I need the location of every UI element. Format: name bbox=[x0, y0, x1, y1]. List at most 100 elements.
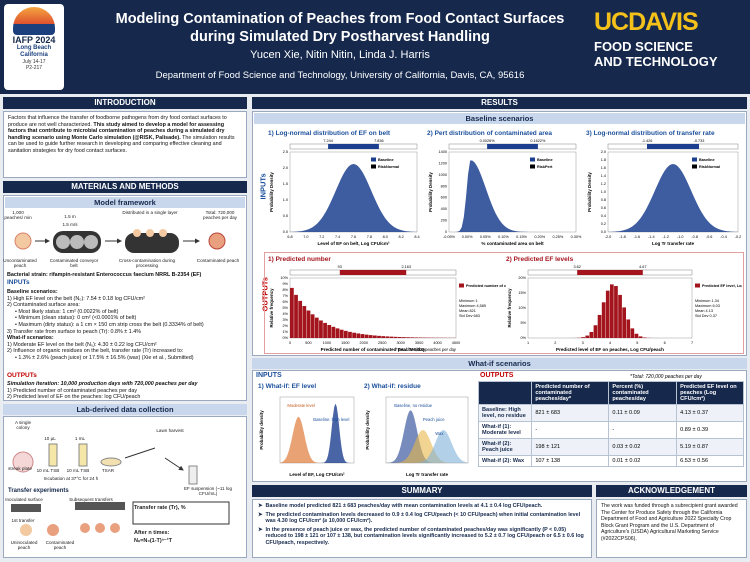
y-tick-label: 0.6 bbox=[601, 206, 606, 210]
diagram-label: A single colony bbox=[14, 420, 32, 430]
logo-name: IAFP 2024 bbox=[12, 35, 56, 45]
x-axis-label: Predicted level of EF on peaches, Log CF… bbox=[556, 347, 664, 352]
distribution-shape bbox=[608, 164, 738, 232]
x-tick-label: 6 bbox=[664, 341, 666, 345]
subheading: What-if scenarios bbox=[252, 358, 747, 369]
table-row: What-if (2): Peach juice 198 ± 121 0.03 ± … bbox=[477, 438, 744, 456]
peach-icon bbox=[20, 524, 32, 536]
band bbox=[487, 144, 538, 149]
y-tick-label: 1000 bbox=[439, 173, 447, 177]
chart: 1) Predicted number 0 500 1000 1500 2000 2500 3… bbox=[268, 256, 506, 352]
table-row: What-if (1): Moderate level - -0.89 ± 0.39 bbox=[477, 421, 744, 439]
histogram-shape bbox=[310, 314, 315, 338]
y-tick-label: 1.8 bbox=[601, 158, 606, 162]
histogram-shape bbox=[339, 329, 344, 338]
brand-uc: UCDAVIS bbox=[594, 8, 699, 36]
table-cell: What-if (1): Moderate level bbox=[477, 421, 533, 439]
bullet-icon: ➤ bbox=[258, 511, 263, 518]
x-tick-label: -0.4 bbox=[720, 235, 727, 239]
distribution-shape bbox=[280, 416, 354, 463]
table-cell: 4.13 ± 0.37 bbox=[676, 404, 744, 422]
x-tick-label: 0.15% bbox=[516, 235, 527, 239]
histogram-shape bbox=[302, 306, 307, 338]
peach-icon bbox=[95, 523, 105, 533]
diagram-label: streak plate bbox=[8, 466, 32, 471]
y-axis-label: Relative frequency bbox=[507, 288, 512, 328]
y-tick-label: 10% bbox=[280, 276, 288, 280]
legend-swatch bbox=[530, 157, 535, 162]
y-tick-label: 200 bbox=[441, 219, 447, 223]
summary-text: Baseline model predicted 821 ± 683 peach… bbox=[265, 503, 543, 509]
band-label: 7.836 bbox=[374, 139, 384, 143]
table-cell: 5.19 ± 0.87 bbox=[676, 438, 744, 456]
arrow bbox=[124, 447, 183, 470]
diagram-label: Total: 720,000 peaches per day bbox=[203, 210, 237, 220]
chart: 2) What-if: residue Log Tr transfer rate P… bbox=[364, 383, 469, 477]
y-tick-label: 800 bbox=[441, 184, 447, 188]
chart-title: 3) Log-normal distribution of transfer r… bbox=[586, 130, 715, 137]
peach-icon bbox=[110, 523, 120, 533]
table-cell: 6.53 ± 0.56 bbox=[676, 455, 744, 467]
y-tick-label: 0.8 bbox=[601, 198, 606, 202]
histogram-shape bbox=[614, 286, 618, 338]
y-tick-label: 1200 bbox=[439, 161, 447, 165]
summary-item: ➤ Baseline model predicted 821 ± 683 peac… bbox=[258, 503, 586, 510]
lab-box bbox=[3, 416, 247, 558]
y-tick-label: 7% bbox=[283, 294, 289, 298]
x-axis-label: Level of EF on belt, Log CFU/cm² bbox=[318, 241, 390, 246]
histogram-shape bbox=[585, 335, 590, 338]
band bbox=[339, 270, 407, 275]
x-tick-label: 2 bbox=[554, 341, 556, 345]
list-item: • 1.3% ± 2.6% (peach juice) or 17.5% ± 1… bbox=[15, 354, 194, 361]
x-axis-label: Level of EF, Log CFU/cm² bbox=[289, 472, 345, 477]
histogram-shape bbox=[306, 310, 311, 338]
y-tick-label: 1.5 bbox=[283, 182, 288, 186]
histogram-shape bbox=[294, 294, 298, 338]
curve-label: Baseline, no residue bbox=[394, 403, 433, 408]
table-cell: 198 ± 121 bbox=[531, 438, 610, 456]
curve-label: Peach juice bbox=[423, 417, 445, 422]
diagram-label: Contaminated conveyor belt bbox=[49, 258, 99, 268]
inputs-list: Baseline scenarios: 1) High EF level on … bbox=[7, 289, 243, 362]
surface-icon bbox=[75, 502, 125, 510]
x-tick-label: 3000 bbox=[396, 341, 404, 345]
list-item: 2) Influence of organic residues on the … bbox=[7, 348, 184, 355]
x-tick-label: -1.6 bbox=[634, 235, 641, 239]
header bbox=[0, 0, 750, 94]
histogram-shape bbox=[589, 331, 594, 338]
diagram-label: Transfer rate (Tr), % bbox=[134, 505, 186, 511]
tube-icon bbox=[78, 443, 88, 467]
plate-icon bbox=[12, 451, 34, 473]
chart: 2) Pert distribution of contaminated are… bbox=[427, 130, 582, 246]
outputs-heading: OUTPUTS bbox=[480, 372, 514, 379]
table-header: Predicted number of contaminated peaches… bbox=[531, 381, 610, 405]
list-item: • Maximum (dirty status): a 1 cm × 150 c… bbox=[15, 321, 204, 328]
outputs-frame bbox=[264, 252, 744, 354]
diagram-label: Contaminated peach bbox=[45, 540, 75, 550]
band-label: 4.67 bbox=[639, 265, 646, 269]
chart: 3) Log-normal distribution of transfer r… bbox=[586, 130, 741, 246]
histogram-shape bbox=[581, 337, 585, 338]
summary-item: ➤ In the presence of peach juice or wax, … bbox=[258, 527, 586, 547]
x-tick-label: 4000 bbox=[433, 341, 441, 345]
y-tick-label: 0% bbox=[283, 336, 289, 340]
y-tick-label: 2.5 bbox=[283, 150, 288, 154]
y-tick-label: 1.0 bbox=[283, 198, 288, 202]
y-axis-label: Probability Density bbox=[428, 172, 433, 212]
inputs-heading: INPUTs bbox=[7, 279, 30, 286]
inputs-heading: INPUTS bbox=[256, 372, 282, 379]
curve-label: Moderate level bbox=[287, 403, 315, 408]
diagram-label: 1 mL bbox=[74, 436, 86, 441]
histogram-shape bbox=[414, 337, 419, 338]
list-heading: What-if scenarios: bbox=[7, 335, 54, 342]
diagram-label: 1.5 m/s bbox=[62, 222, 78, 227]
subheading: Model framework bbox=[5, 197, 245, 208]
x-tick-label: 5 bbox=[636, 341, 638, 345]
histogram-shape bbox=[331, 326, 336, 338]
histogram-shape bbox=[290, 287, 294, 338]
y-tick-label: 0.5 bbox=[283, 214, 288, 218]
diagram-label: Nₙ=N₀(1-T)ⁿ⁻¹T bbox=[134, 538, 173, 544]
curve-label: Wax bbox=[435, 431, 444, 436]
authors: Yucen Xie, Nitin Nitin, Linda J. Harris bbox=[250, 49, 430, 61]
list-item: • Most likely status: 1 cm² (0.0022% of … bbox=[15, 308, 119, 315]
